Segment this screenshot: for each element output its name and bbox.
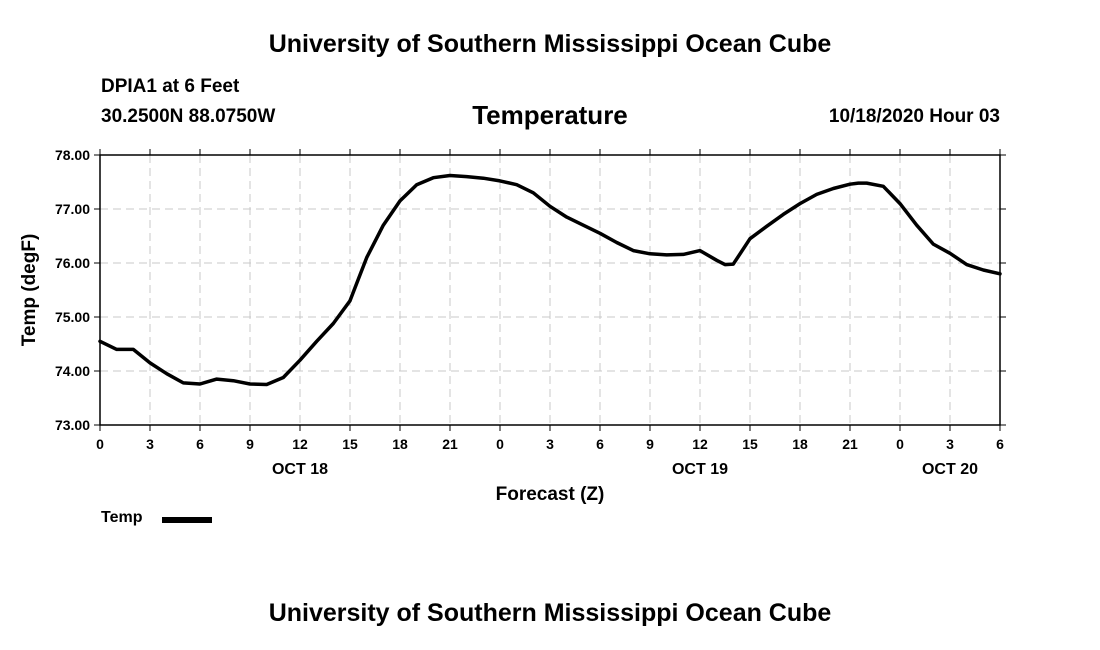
station-label: DPIA1 at 6 Feet (101, 76, 240, 97)
x-tick-label: 3 (146, 436, 154, 452)
x-tick-label: 6 (196, 436, 204, 452)
plot-frame (99, 154, 1001, 426)
forecast-datetime: 10/18/2020 Hour 03 (828, 106, 1000, 127)
y-tick-label: 73.00 (55, 417, 90, 433)
coordinates-label: 30.2500N 88.0750W (101, 106, 276, 127)
date-label: OCT 19 (672, 461, 728, 478)
x-tick-label: 9 (246, 436, 254, 452)
y-tick-label: 78.00 (55, 147, 90, 163)
legend-label: Temp (101, 509, 143, 526)
bottom-title: University of Southern Mississippi Ocean… (268, 599, 832, 627)
x-tick-label: 9 (646, 436, 654, 452)
x-tick-label: 15 (742, 436, 758, 452)
y-tick-label: 76.00 (55, 255, 90, 271)
y-tick-label: 74.00 (55, 363, 90, 379)
x-tick-label: 15 (342, 436, 358, 452)
x-tick-label: 12 (292, 436, 308, 452)
x-tick-label: 3 (946, 436, 954, 452)
x-tick-label: 18 (392, 436, 408, 452)
x-tick-label: 6 (596, 436, 604, 452)
x-tick-label: 21 (842, 436, 858, 452)
date-label: OCT 20 (922, 461, 978, 478)
x-tick-label: 0 (496, 436, 504, 452)
date-label: OCT 18 (272, 461, 328, 478)
x-tick-label: 12 (692, 436, 708, 452)
x-axis-label: Forecast (Z) (496, 484, 605, 505)
top-title: University of Southern Mississippi Ocean… (268, 30, 832, 58)
y-tick-label: 77.00 (55, 201, 90, 217)
x-tick-label: 0 (96, 436, 104, 452)
x-tick-label: 6 (996, 436, 1004, 452)
x-tick-label: 21 (442, 436, 458, 452)
chart-title: Temperature (472, 100, 628, 130)
x-tick-label: 18 (792, 436, 808, 452)
x-tick-label: 3 (546, 436, 554, 452)
x-tick-label: 0 (896, 436, 904, 452)
temp-series-line (98, 173, 1002, 387)
legend-swatch (162, 517, 212, 523)
y-axis-label: Temp (degF) (19, 234, 40, 347)
y-tick-label: 75.00 (55, 309, 90, 325)
